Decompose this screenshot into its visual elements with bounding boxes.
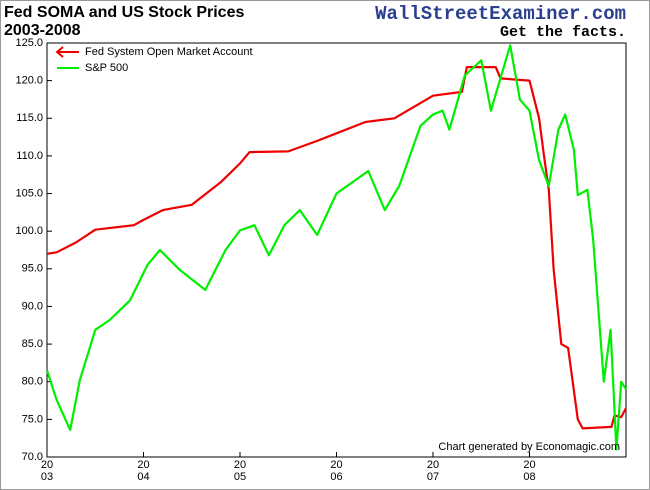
x-tick-label: 20 [234, 459, 246, 471]
x-tick-label: 08 [523, 471, 535, 483]
legend-arrow [55, 46, 64, 58]
x-tick-label: 20 [137, 459, 149, 471]
y-tick-label: 70.0 [22, 451, 43, 463]
y-tick-label: 75.0 [22, 413, 43, 425]
chart-subtitle: 2003-2008 [4, 22, 81, 39]
annotation: Chart generated by Economagic.com [438, 441, 620, 453]
series-line [45, 44, 627, 451]
y-tick-label: 100.0 [15, 225, 43, 237]
tagline: Get the facts. [500, 24, 626, 41]
y-tick-label: 110.0 [16, 150, 43, 162]
brand: WallStreetExaminer.com [375, 3, 626, 25]
x-tick-label: 07 [427, 471, 439, 483]
y-tick-label: 95.0 [22, 263, 43, 275]
x-tick-label: 06 [330, 471, 342, 483]
legend-label: S&P 500 [85, 62, 128, 74]
y-tick-label: 125.0 [15, 37, 43, 49]
y-tick-label: 90.0 [22, 300, 43, 312]
y-tick-label: 120.0 [15, 75, 43, 87]
y-tick-label: 80.0 [22, 376, 43, 388]
x-tick-label: 03 [41, 471, 53, 483]
x-tick-label: 20 [427, 459, 439, 471]
x-tick-label: 20 [41, 459, 53, 471]
y-tick-label: 105.0 [15, 187, 43, 199]
y-tick-label: 115.0 [16, 112, 43, 124]
chart-title: Fed SOMA and US Stock Prices [4, 4, 244, 21]
series-line [46, 65, 627, 430]
y-tick-label: 85.0 [22, 338, 43, 350]
plot-area [46, 42, 627, 458]
legend-label: Fed System Open Market Account [85, 46, 253, 58]
x-tick-label: 20 [523, 459, 535, 471]
x-tick-label: 05 [234, 471, 246, 483]
x-tick-label: 04 [137, 471, 149, 483]
x-tick-label: 20 [330, 459, 342, 471]
